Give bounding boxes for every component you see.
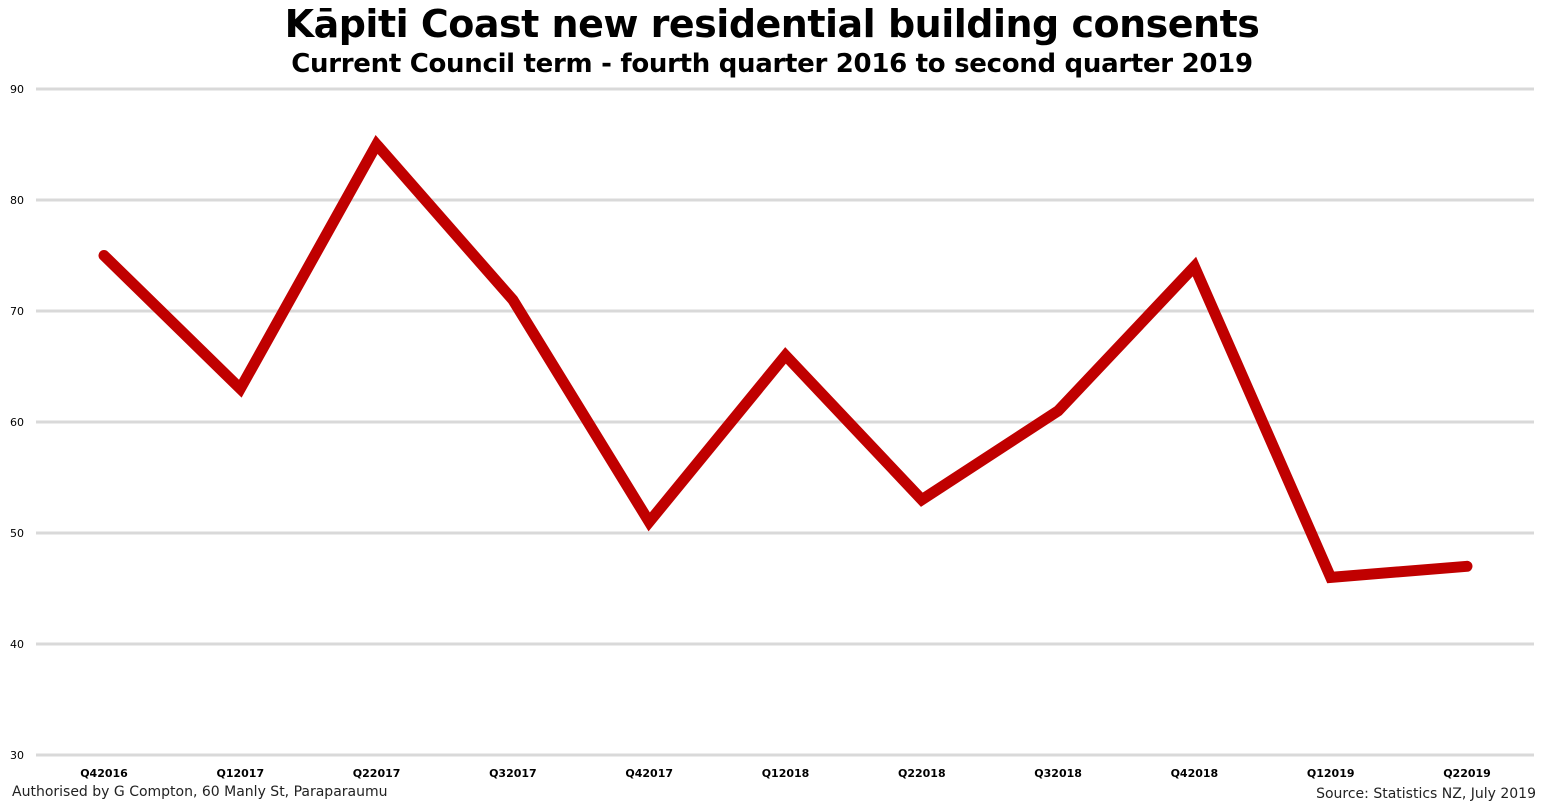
y-tick-label: 40 bbox=[10, 638, 24, 651]
chart-subtitle: Current Council term - fourth quarter 20… bbox=[291, 49, 1253, 79]
x-tick-label: Q32017 bbox=[489, 767, 537, 780]
footer-source: Source: Statistics NZ, July 2019 bbox=[1316, 786, 1536, 802]
y-tick-label: 30 bbox=[10, 749, 24, 762]
data-point bbox=[239, 387, 242, 390]
x-tick-label: Q12018 bbox=[762, 767, 810, 780]
data-point bbox=[920, 498, 923, 501]
x-tick-label: Q22018 bbox=[898, 767, 946, 780]
x-axis-ticks: Q42016 Q12017 Q22017 Q32017 Q42017 Q12018 Q220… bbox=[80, 767, 1491, 780]
series-line-0 bbox=[98, 135, 1473, 584]
data-point bbox=[1193, 265, 1196, 268]
x-tick-label: Q12019 bbox=[1307, 767, 1355, 780]
data-point bbox=[1329, 576, 1332, 579]
x-tick-label: Q32018 bbox=[1034, 767, 1082, 780]
y-tick-label: 80 bbox=[10, 194, 24, 207]
data-point bbox=[511, 298, 514, 301]
data-point bbox=[103, 254, 105, 257]
x-tick-label: Q42017 bbox=[625, 767, 673, 780]
x-tick-label: Q22019 bbox=[1443, 767, 1491, 780]
y-tick-label: 70 bbox=[10, 305, 24, 318]
grid-lines bbox=[36, 87, 1534, 757]
y-tick-label: 50 bbox=[10, 527, 24, 540]
y-axis-ticks: 30 40 50 60 70 80 90 bbox=[10, 83, 24, 762]
data-point bbox=[375, 143, 378, 146]
x-tick-label: Q42018 bbox=[1171, 767, 1219, 780]
y-tick-label: 90 bbox=[10, 83, 24, 96]
x-tick-label: Q12017 bbox=[216, 767, 264, 780]
data-point bbox=[784, 354, 787, 357]
data-point bbox=[1466, 565, 1468, 568]
x-tick-label: Q42016 bbox=[80, 767, 128, 780]
series-group bbox=[98, 135, 1473, 584]
chart-title: Kāpiti Coast new residential building co… bbox=[284, 2, 1260, 46]
footer-authorisation: Authorised by G Compton, 60 Manly St, Pa… bbox=[12, 784, 388, 800]
y-tick-label: 60 bbox=[10, 416, 24, 429]
data-point bbox=[648, 520, 651, 523]
data-point bbox=[1057, 409, 1060, 412]
x-tick-label: Q22017 bbox=[353, 767, 401, 780]
